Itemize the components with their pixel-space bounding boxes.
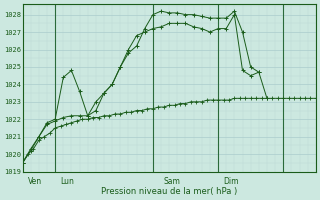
Text: Ven: Ven [28,177,42,186]
Text: Dim: Dim [223,177,239,186]
Text: Sam: Sam [164,177,180,186]
Text: Lun: Lun [60,177,75,186]
X-axis label: Pression niveau de la mer( hPa ): Pression niveau de la mer( hPa ) [101,187,237,196]
